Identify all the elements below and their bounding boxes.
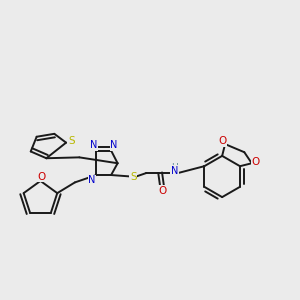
Text: O: O [38,172,46,182]
Text: H: H [171,163,178,172]
Text: N: N [90,140,97,150]
Text: N: N [171,166,178,176]
Text: N: N [88,175,96,185]
Text: O: O [219,136,227,146]
Text: S: S [130,172,136,182]
Text: S: S [68,136,75,146]
Text: O: O [158,186,166,196]
Text: N: N [110,140,118,150]
Text: O: O [251,157,260,167]
